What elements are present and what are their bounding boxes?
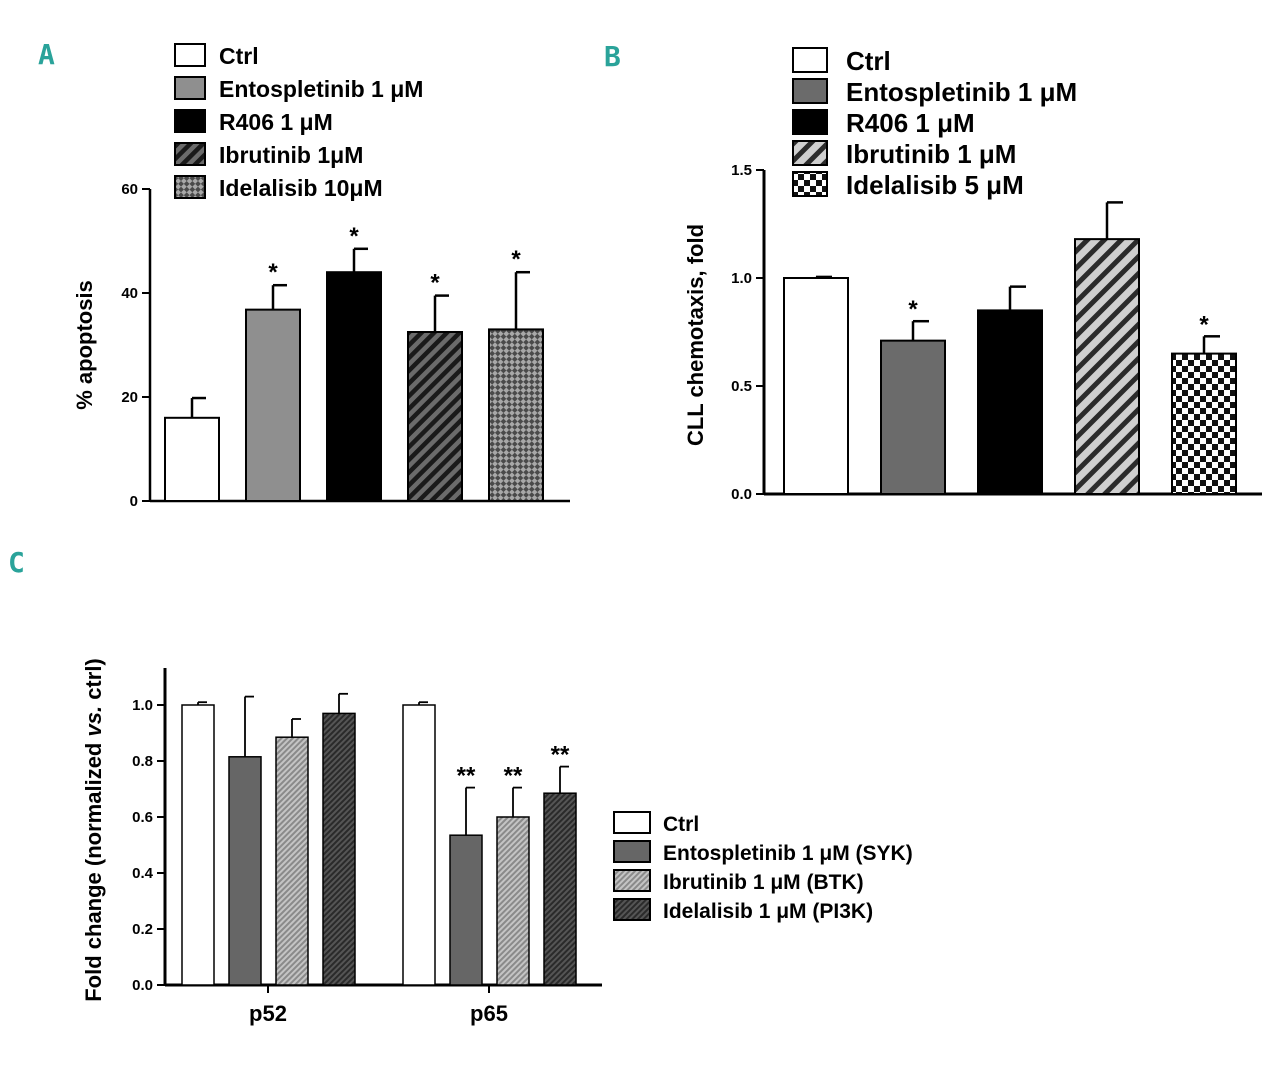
bar-c: [449, 834, 483, 986]
panel-c: C Ctrl Entospletinib 1 μM (SYK) Ibrutinib 1…: [8, 546, 913, 1026]
legend-label-b: Ctrl: [846, 46, 891, 76]
bar-c: [322, 712, 356, 986]
y-tick-label-c: 0.0: [132, 977, 153, 994]
legend-swatch-b: [792, 47, 828, 73]
significance-a: *: [511, 246, 521, 273]
legend-label-a: Entospletinib 1 μM: [219, 76, 423, 102]
y-axis-label-part-c: ctrl): [81, 658, 106, 706]
y-axis-label-part-c: Fold change (normalized: [81, 737, 106, 1002]
y-axis-label-c: Fold change (normalized vs. ctrl): [81, 658, 106, 1002]
category-label-c: p52: [249, 1001, 287, 1026]
legend-label-c: Ctrl: [663, 813, 699, 836]
legend-swatch-a: [174, 76, 206, 100]
legend-label-c: Ibrutinib 1 μM (BTK): [663, 871, 864, 894]
legend-swatch-b: [792, 140, 828, 166]
legend-label-c: Entospletinib 1 μM (SYK): [663, 842, 913, 865]
legend-swatch-b: [792, 109, 828, 135]
legend-swatch-a: [174, 109, 206, 133]
y-tick-label-b: 1.0: [731, 270, 752, 287]
bar-c: [228, 756, 262, 986]
legend-label-b: R406 1 μM: [846, 108, 975, 138]
significance-c: **: [551, 742, 570, 769]
y-axis-label-part-c: vs.: [81, 706, 106, 737]
significance-c: **: [457, 763, 476, 790]
legend-swatch-a: [174, 142, 206, 166]
legend-swatch-b: [792, 171, 828, 197]
legend-label-c: Idelalisib 1 μM (PI3K): [663, 900, 873, 923]
legend-swatch-a: [174, 175, 206, 199]
panel-a: A Ctrl Entospletinib 1 μM R406 1 μM Ibrutini…: [38, 38, 570, 510]
bar-b: [1074, 238, 1140, 495]
y-tick-label-a: 40: [121, 285, 138, 302]
bar-b: [783, 277, 849, 495]
bar-b: [880, 339, 946, 496]
significance-a: *: [268, 259, 278, 286]
y-tick-label-c: 0.8: [132, 753, 153, 770]
legend-swatch-b: [792, 78, 828, 104]
bar-a: [407, 331, 463, 502]
legend-label-b: Ibrutinib 1 μM: [846, 139, 1016, 169]
y-tick-label-a: 60: [121, 181, 138, 198]
bar-c: [543, 792, 577, 986]
bar-b: [1171, 352, 1237, 495]
panel-letter-a: A: [38, 38, 55, 71]
legend-swatch-c: [613, 811, 651, 834]
y-tick-label-b: 1.5: [731, 162, 752, 179]
y-tick-label-c: 0.4: [132, 865, 154, 882]
bar-a: [164, 416, 220, 502]
legend-label-a: Idelalisib 10μM: [219, 175, 383, 201]
legend-swatch-a: [174, 43, 206, 67]
bar-c: [496, 816, 530, 986]
y-tick-label-b: 0.0: [731, 486, 752, 503]
bar-c: [275, 736, 309, 986]
y-tick-label-c: 1.0: [132, 697, 153, 714]
y-tick-label-c: 0.6: [132, 809, 153, 826]
legend-label-a: Ctrl: [219, 43, 259, 69]
significance-b: *: [908, 296, 918, 323]
panel-letter-b: B: [604, 40, 621, 73]
legend-swatch-c: [613, 840, 651, 863]
bar-c: [181, 704, 215, 986]
y-axis-label-b: CLL chemotaxis, fold: [683, 224, 708, 446]
legend-label-b: Idelalisib 5 μM: [846, 170, 1024, 200]
significance-a: *: [430, 270, 440, 297]
bar-a: [245, 308, 301, 503]
bar-c: [402, 704, 436, 986]
bar-a: [326, 271, 382, 503]
legend-label-a: Ibrutinib 1μM: [219, 142, 363, 168]
panel-letter-c: C: [8, 546, 25, 579]
y-axis-label-a: % apoptosis: [72, 280, 97, 410]
y-tick-label-c: 0.2: [132, 921, 153, 938]
legend-label-b: Entospletinib 1 μM: [846, 77, 1077, 107]
significance-b: *: [1199, 311, 1209, 338]
legend-swatch-c: [613, 898, 651, 921]
bar-b: [977, 309, 1043, 495]
y-tick-label-b: 0.5: [731, 378, 752, 395]
legend-swatch-c: [613, 869, 651, 892]
bar-a: [488, 328, 544, 502]
significance-c: **: [504, 763, 523, 790]
significance-a: *: [349, 223, 359, 250]
y-tick-label-a: 0: [130, 493, 138, 510]
category-label-c: p65: [470, 1001, 508, 1026]
y-tick-label-a: 20: [121, 389, 138, 406]
legend-label-a: R406 1 μM: [219, 109, 333, 135]
